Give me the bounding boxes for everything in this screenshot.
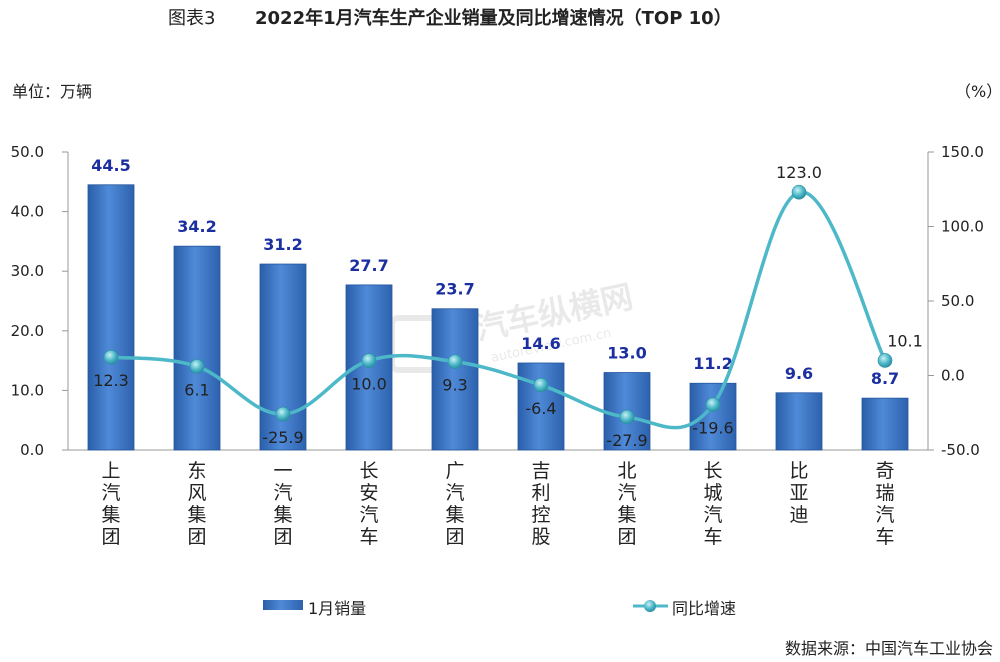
left-tick-label: 20.0 (11, 322, 44, 340)
right-tick-label: 0.0 (941, 367, 965, 385)
growth-point (361, 353, 377, 368)
growth-value-label: -27.9 (606, 431, 647, 450)
bar (861, 397, 909, 451)
growth-point (705, 397, 721, 413)
bar-value-label: 8.7 (871, 369, 899, 388)
category-label: 长安汽车 (359, 460, 378, 548)
growth-value-label: 10.0 (351, 375, 387, 394)
left-tick-label: 50.0 (11, 143, 44, 161)
bar-value-label: 23.7 (435, 280, 474, 299)
category-label: 长城汽车 (703, 460, 722, 548)
growth-point (447, 354, 463, 369)
chart-title-prefix: 图表3 (168, 8, 215, 29)
bar-value-label: 44.5 (91, 156, 130, 175)
category-label: 一汽集团 (273, 460, 292, 548)
growth-value-label: 10.1 (887, 331, 923, 350)
legend-bar-swatch (263, 600, 303, 610)
right-tick-label: 50.0 (941, 292, 974, 310)
right-axis-ticks: -50.0 0.0 50.0 100.0 150.0 (928, 143, 984, 459)
growth-value-label: -6.4 (525, 399, 556, 418)
category-label: 吉利控股 (531, 460, 550, 548)
bar (173, 245, 221, 451)
growth-point (619, 409, 635, 425)
growth-value-label: -19.6 (692, 419, 733, 438)
left-tick-label: 30.0 (11, 262, 44, 280)
bar (689, 382, 737, 451)
right-tick-label: 150.0 (941, 143, 984, 161)
growth-value-label: 6.1 (184, 380, 209, 399)
growth-value-label: 9.3 (442, 376, 467, 395)
growth-point (877, 353, 893, 368)
bar-value-label: 27.7 (349, 256, 388, 275)
growth-point (189, 359, 205, 374)
bar-value-label: 9.6 (785, 364, 813, 383)
category-label: 广汽集团 (445, 460, 464, 548)
source-note: 数据来源：中国汽车工业协会 (785, 639, 993, 658)
legend-bar-label: 1月销量 (308, 599, 366, 618)
bar-value-label: 34.2 (177, 217, 216, 236)
growth-point (275, 406, 291, 422)
right-tick-label: -50.0 (941, 441, 980, 459)
category-label: 东风集团 (187, 460, 206, 548)
category-label: 上汽集团 (101, 460, 120, 548)
legend-line-label: 同比增速 (672, 599, 736, 618)
growth-value-label: 12.3 (93, 371, 129, 390)
right-axis-unit: （%） (955, 82, 1000, 101)
bar (259, 263, 307, 451)
legend: 1月销量 同比增速 (263, 599, 736, 618)
bar (517, 362, 565, 451)
bar-value-label: 13.0 (607, 344, 646, 363)
growth-value-label: -25.9 (262, 428, 303, 447)
growth-point (103, 349, 119, 365)
left-axis-unit: 单位：万辆 (12, 82, 92, 101)
left-tick-label: 0.0 (20, 441, 44, 459)
left-tick-label: 40.0 (11, 203, 44, 221)
bar (775, 392, 823, 451)
legend-line-marker (644, 600, 656, 612)
bar-series: 44.5 34.2 31.2 27.7 23.7 14.6 13.0 11.2 9.6 8.7 (87, 156, 909, 451)
category-label: 比亚迪 (789, 460, 808, 526)
growth-value-label: 123.0 (776, 163, 822, 182)
bar-value-label: 11.2 (693, 354, 732, 373)
line-series: 12.3 6.1 -25.9 10.0 9.3 -6.4 -27.9 -19.6 123.0 10… (93, 163, 923, 450)
category-label: 北汽集团 (617, 460, 636, 548)
category-label: 奇瑞汽车 (875, 460, 894, 548)
bar (87, 184, 135, 451)
bar-value-label: 31.2 (263, 235, 302, 254)
left-tick-label: 10.0 (11, 381, 44, 399)
bar-value-label: 14.6 (521, 334, 560, 353)
bar (431, 308, 479, 451)
growth-point (533, 377, 549, 393)
left-axis-ticks: 0.0 10.0 20.0 30.0 40.0 50.0 (11, 143, 68, 459)
chart-title: 2022年1月汽车生产企业销量及同比增速情况（TOP 10） (255, 7, 732, 29)
growth-point (791, 184, 807, 200)
category-labels: 上汽集团 东风集团 一汽集团 长安汽车 广汽集团 吉利控股 北汽集团 长城汽车 比亚迪 奇瑞汽车 (101, 460, 894, 548)
right-tick-label: 100.0 (941, 218, 984, 236)
